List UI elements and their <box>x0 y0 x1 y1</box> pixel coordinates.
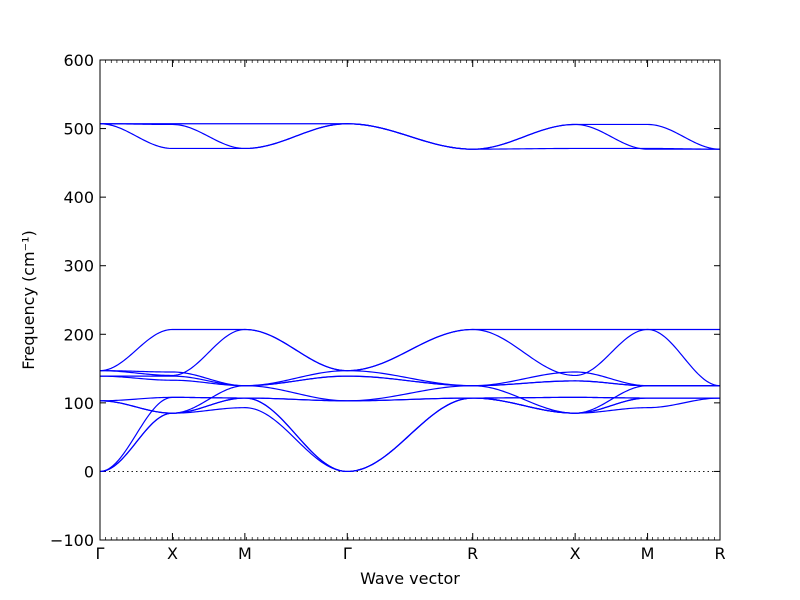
x-tick-label: M <box>641 544 655 563</box>
phonon-branch-3 <box>100 123 720 150</box>
x-tick-label: R <box>467 544 478 563</box>
x-axis-label: Wave vector <box>360 569 460 588</box>
phonon-bands <box>100 123 720 473</box>
x-tick-label: R <box>714 544 725 563</box>
y-tick-label: 300 <box>63 257 94 276</box>
x-tick-label: Γ <box>343 544 352 563</box>
phonon-branch-14 <box>100 397 720 473</box>
y-tick-label: 500 <box>63 120 94 139</box>
y-axis-label: Frequency (cm⁻¹) <box>19 230 38 369</box>
plot-frame <box>99 59 721 541</box>
y-tick-label: 0 <box>84 462 94 481</box>
y-tick-label: 100 <box>63 394 94 413</box>
y-tick-label: 200 <box>63 325 94 344</box>
y-tick-label: 400 <box>63 188 94 207</box>
x-tick-label: X <box>167 544 178 563</box>
x-tick-label: Γ <box>96 544 105 563</box>
y-tick-labels: −100 0 100 200 300 400 500 600 <box>50 51 94 550</box>
phonon-branch-8 <box>100 375 720 387</box>
x-tick-label: X <box>570 544 581 563</box>
x-tick-label: M <box>238 544 252 563</box>
y-tick-label: 600 <box>63 51 94 70</box>
phonon-branch-9 <box>100 385 720 414</box>
y-tick-label: −100 <box>50 531 94 550</box>
